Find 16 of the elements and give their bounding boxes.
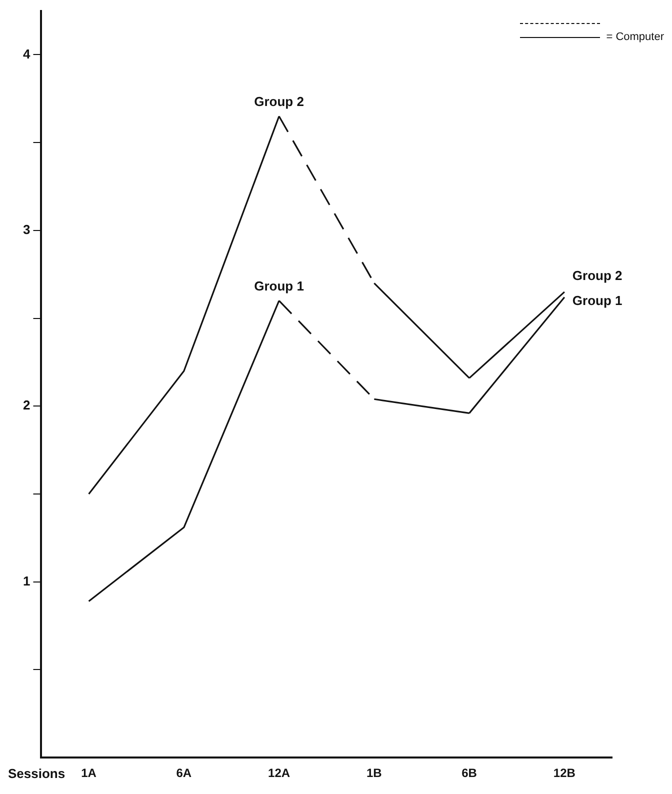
annotation: Group 1 (572, 293, 622, 308)
annotation: Group 1 (254, 278, 304, 294)
y-tick-label: 2 (22, 398, 30, 413)
annotation: Group 2 (572, 268, 622, 283)
x-tick-label: 1B (366, 766, 382, 780)
y-tick-label: 1 (22, 573, 30, 588)
x-tick-label: 12B (553, 766, 576, 780)
x-tick-label: 12A (268, 766, 290, 780)
x-axis-title: Sessions (8, 766, 66, 782)
x-tick-label: 1A (81, 766, 97, 780)
x-tick-label: 6B (462, 766, 478, 780)
annotation: = Computer (606, 31, 664, 43)
y-tick-label: 3 (22, 222, 30, 238)
x-tick-label: 6A (176, 766, 192, 780)
annotation: Group 2 (254, 94, 304, 110)
y-tick-label: 4 (22, 46, 31, 62)
